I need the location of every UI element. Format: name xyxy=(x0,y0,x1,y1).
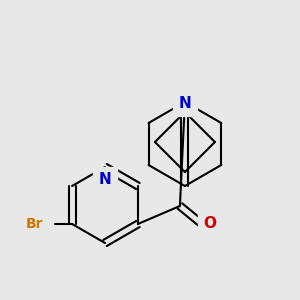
Text: N: N xyxy=(178,95,191,110)
Text: N: N xyxy=(99,172,111,188)
Text: Br: Br xyxy=(25,217,43,231)
Text: O: O xyxy=(203,217,216,232)
